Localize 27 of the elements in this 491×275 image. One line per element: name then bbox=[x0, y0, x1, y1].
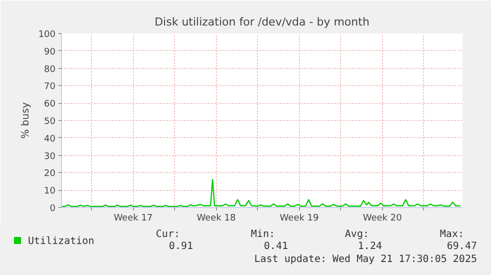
y-tick-label: 30 bbox=[44, 152, 56, 162]
y-tick-label: 20 bbox=[44, 169, 56, 180]
y-tick-label: 70 bbox=[44, 82, 56, 92]
y-tick-label: 80 bbox=[44, 64, 56, 75]
text: Avg: bbox=[344, 229, 369, 240]
text: Min: bbox=[250, 229, 275, 240]
y-tick-label: 90 bbox=[44, 47, 56, 58]
legend-label: Utilization bbox=[27, 236, 94, 247]
text: 0.91 bbox=[168, 241, 193, 252]
y-axis-title: % busy bbox=[20, 102, 32, 139]
y-tick-label: 10 bbox=[44, 186, 56, 197]
x-tick-label: Week 19 bbox=[280, 214, 320, 224]
text: 1.24 bbox=[358, 241, 382, 252]
y-tick-label: 50 bbox=[44, 117, 56, 127]
text: Cur: bbox=[156, 229, 180, 240]
x-tick-label: Week 20 bbox=[362, 214, 402, 224]
y-tick-label: 100 bbox=[38, 30, 56, 40]
x-tick-label: Week 18 bbox=[196, 214, 236, 224]
text: Max: bbox=[440, 229, 464, 240]
chart-title: Disk utilization for /dev/vda - by month bbox=[154, 16, 370, 28]
text: 69.47 bbox=[446, 241, 477, 252]
text: Last update: Wed May 21 17:30:05 2025 bbox=[254, 254, 477, 265]
y-tick-label: 40 bbox=[44, 134, 56, 144]
y-tick-label: 60 bbox=[44, 100, 56, 110]
x-tick-label: Week 17 bbox=[114, 214, 153, 224]
text: 0.41 bbox=[264, 241, 288, 252]
y-tick-label: 0 bbox=[50, 204, 56, 214]
